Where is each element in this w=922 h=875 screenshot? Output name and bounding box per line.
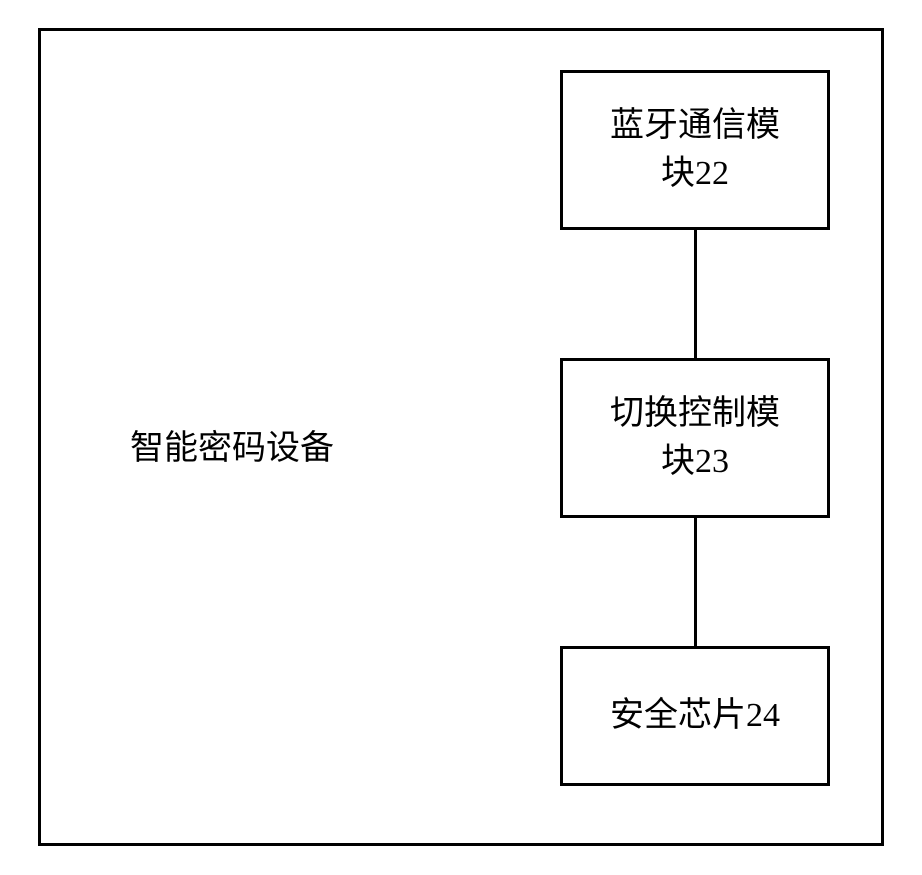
label-line2: 块23: [661, 443, 729, 480]
label-line1: 安全芯片24: [610, 697, 780, 734]
label-line2: 块22: [661, 155, 729, 192]
bluetooth-module-label: 蓝牙通信模 块22: [610, 102, 780, 197]
security-chip-box: 安全芯片24: [560, 646, 830, 786]
bluetooth-module-box: 蓝牙通信模 块22: [560, 70, 830, 230]
label-line1: 切换控制模: [610, 395, 780, 432]
switch-control-module-box: 切换控制模 块23: [560, 358, 830, 518]
label-line1: 蓝牙通信模: [610, 107, 780, 144]
device-title: 智能密码设备: [130, 420, 334, 469]
switch-control-module-label: 切换控制模 块23: [610, 390, 780, 485]
connector-bluetooth-to-switch: [694, 230, 697, 358]
security-chip-label: 安全芯片24: [610, 692, 780, 740]
connector-switch-to-security: [694, 518, 697, 646]
